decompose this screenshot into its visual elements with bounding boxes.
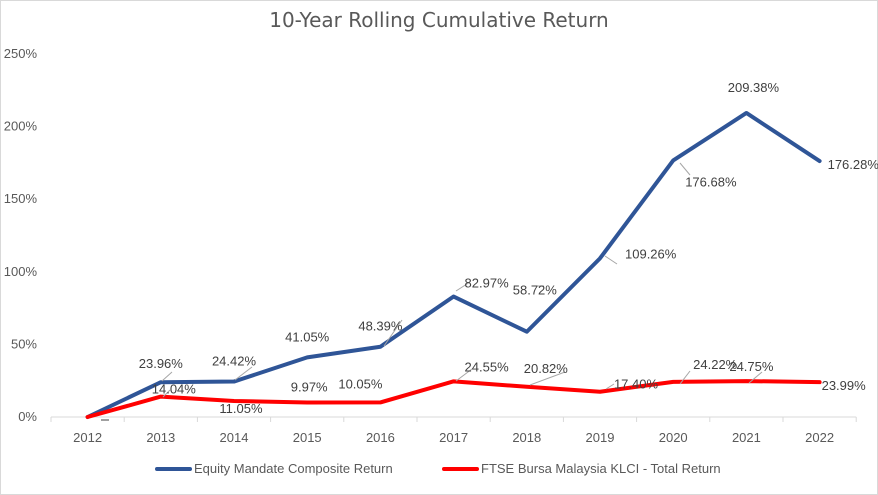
chart-title: 10-Year Rolling Cumulative Return <box>269 8 609 32</box>
data-label: 11.05% <box>219 401 263 416</box>
data-label-leader <box>161 371 173 382</box>
series-line-klci <box>85 379 822 419</box>
x-tick-label: 2012 <box>73 430 102 445</box>
data-label: 209.38% <box>728 80 780 95</box>
y-tick-label: 50% <box>11 336 37 351</box>
data-label-leader <box>679 162 691 176</box>
data-label: 24.42% <box>212 354 257 369</box>
data-label-leader <box>455 368 473 382</box>
data-label: 82.97% <box>465 276 510 291</box>
data-label: 109.26% <box>625 246 677 261</box>
data-label-leader <box>605 383 615 390</box>
data-label-leader <box>679 370 691 385</box>
y-tick-label: 250% <box>4 46 38 61</box>
x-tick-label: 2020 <box>659 430 688 445</box>
data-label-leader <box>604 255 618 265</box>
data-label: 176.28% <box>828 157 878 172</box>
data-label: 20.82% <box>524 361 569 376</box>
data-label: 24.55% <box>465 359 510 374</box>
data-label-leader <box>234 366 253 381</box>
x-tick-label: 2021 <box>732 430 761 445</box>
data-label: 24.75% <box>729 359 774 374</box>
data-label: 23.99% <box>822 378 867 393</box>
data-label: 176.68% <box>685 174 737 189</box>
data-label: 24.22% <box>693 357 738 372</box>
data-label: 14.04% <box>152 382 197 397</box>
data-label: 17.40% <box>614 377 659 392</box>
x-tick-label: 2017 <box>439 430 468 445</box>
data-label: 9.97% <box>291 380 328 395</box>
data-label: 23.96% <box>139 356 184 371</box>
x-tick-label: 2015 <box>293 430 322 445</box>
legend-label: FTSE Bursa Malaysia KLCI - Total Return <box>481 461 721 476</box>
x-tick-label: 2016 <box>366 430 395 445</box>
legend-label: Equity Mandate Composite Return <box>194 461 393 476</box>
data-label-leader <box>162 389 171 398</box>
x-tick-label: 2019 <box>586 430 615 445</box>
data-label: 48.39% <box>358 319 403 334</box>
y-tick-label: 200% <box>4 119 38 134</box>
x-tick-label: 2014 <box>220 430 249 445</box>
data-label-leader <box>748 371 763 384</box>
data-label: 58.72% <box>513 283 558 298</box>
y-tick-label: 100% <box>4 264 38 279</box>
data-label: 41.05% <box>285 329 330 344</box>
data-label-leader <box>529 371 566 386</box>
y-tick-label: 0% <box>18 409 37 424</box>
x-tick-label: 2018 <box>512 430 541 445</box>
x-tick-label: 2022 <box>805 430 834 445</box>
x-tick-label: 2013 <box>146 430 175 445</box>
y-tick-label: 150% <box>4 191 38 206</box>
series-line-equity <box>85 110 822 419</box>
data-label: 10.05% <box>338 376 383 391</box>
data-label-leader <box>455 281 471 292</box>
data-label-leader <box>383 319 403 347</box>
